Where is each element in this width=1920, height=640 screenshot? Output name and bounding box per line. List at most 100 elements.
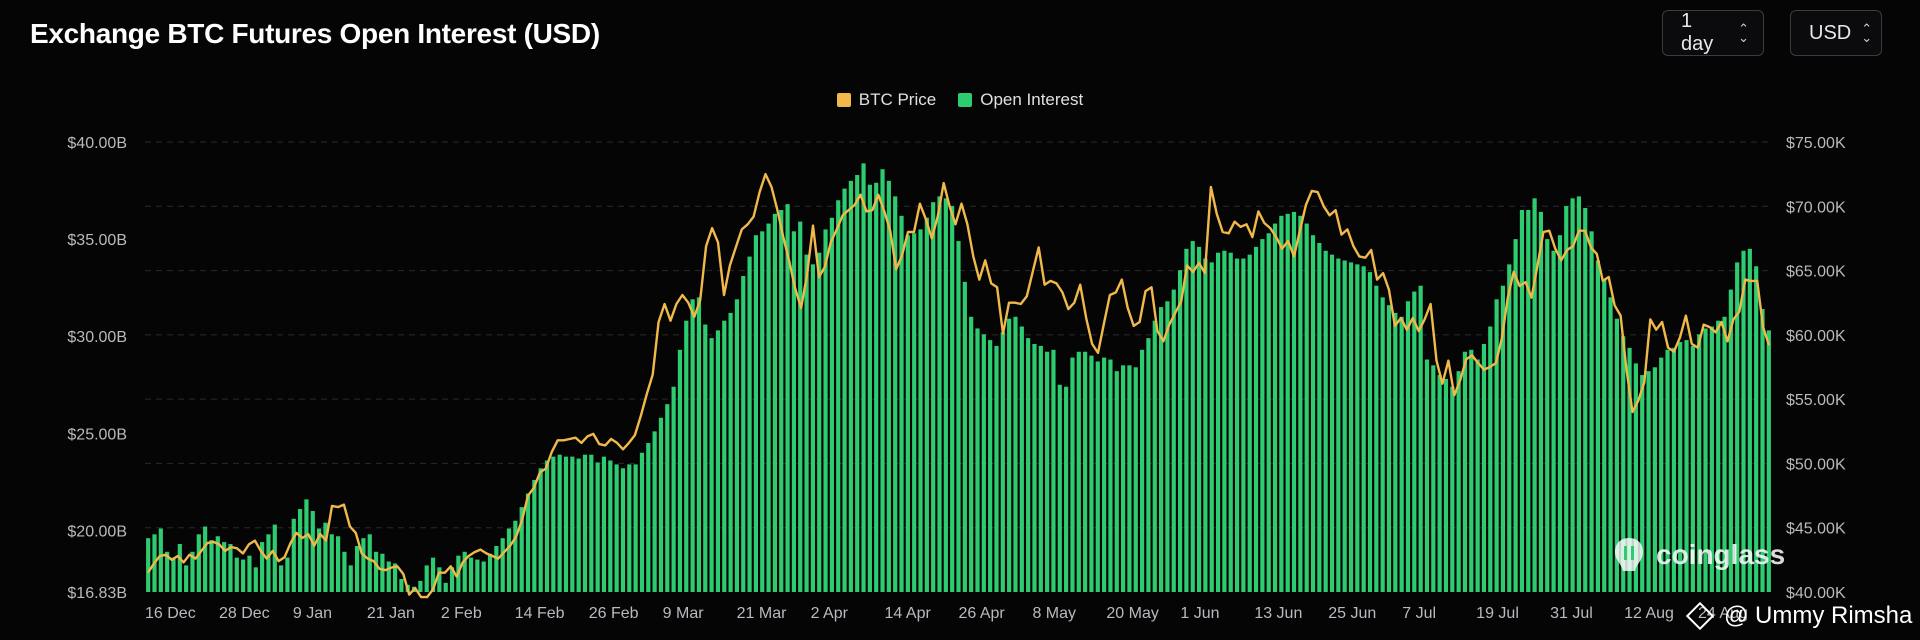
legend-label-btc-price: BTC Price — [858, 90, 937, 109]
open-interest-bar — [874, 182, 879, 592]
open-interest-bar — [1462, 351, 1468, 592]
open-interest-bar — [1602, 279, 1607, 592]
open-interest-bar — [1564, 206, 1569, 592]
open-interest-bar — [722, 320, 727, 592]
y-right-tick-label: $40.00K — [1786, 585, 1846, 602]
open-interest-bar — [1741, 250, 1746, 592]
y-right-tick-label: $50.00K — [1786, 456, 1846, 473]
open-interest-bar — [424, 565, 429, 592]
y-right-tick-label: $75.00K — [1786, 135, 1846, 152]
open-interest-bar — [931, 202, 936, 593]
unit-select[interactable]: USD ⌃ ⌄ — [1790, 10, 1882, 56]
open-interest-bar — [494, 545, 499, 592]
open-interest-bar — [1386, 305, 1392, 592]
legend-swatch-btc-price — [836, 93, 851, 107]
open-interest-bar — [1114, 371, 1119, 592]
range-select[interactable]: 1 day ⌃ ⌄ — [1662, 10, 1764, 56]
open-interest-bar — [798, 221, 803, 592]
open-interest-bar — [342, 551, 347, 592]
open-interest-bar — [703, 324, 708, 592]
open-interest-bar — [1450, 386, 1455, 592]
x-tick-label: 26 Apr — [959, 605, 1006, 622]
open-interest-bar — [1513, 239, 1518, 592]
open-interest-bar — [823, 229, 828, 592]
open-interest-bar — [1083, 351, 1088, 592]
open-interest-bar — [1076, 351, 1081, 592]
open-interest-bar — [443, 582, 448, 592]
open-interest-bar — [1583, 208, 1588, 592]
legend-item-open-interest[interactable]: Open Interest — [958, 90, 1083, 110]
updown-chevron-icon: ⌃ ⌄ — [1861, 21, 1873, 45]
open-interest-bar — [570, 456, 575, 592]
open-interest-bar — [1070, 357, 1075, 592]
x-tick-label: 2 Feb — [441, 605, 482, 622]
open-interest-bar — [1538, 211, 1544, 592]
open-interest-bar — [1437, 375, 1442, 592]
x-tick-label: 13 Jun — [1254, 605, 1302, 622]
updown-chevron-icon: ⌃ ⌄ — [1738, 21, 1749, 45]
y-right-tick-label: $65.00K — [1786, 264, 1846, 281]
open-interest-bar — [298, 509, 303, 592]
open-interest-bar — [855, 175, 860, 592]
open-interest-bar — [1038, 345, 1043, 592]
open-interest-bar — [1102, 357, 1107, 592]
x-tick-label: 1 Jun — [1180, 605, 1219, 622]
open-interest-bar — [924, 217, 929, 592]
x-tick-label: 9 Jan — [293, 605, 332, 622]
author-credit: @ Ummy Rimsha — [1685, 601, 1913, 631]
open-interest-bar — [1652, 367, 1657, 592]
open-interest-bar — [329, 534, 334, 592]
open-interest-bar — [475, 559, 480, 592]
open-interest-bar — [1165, 301, 1170, 592]
open-interest-bar — [544, 460, 550, 592]
legend-item-btc-price[interactable]: BTC Price — [836, 90, 937, 110]
legend-label-open-interest: Open Interest — [980, 90, 1084, 109]
open-interest-bar — [361, 538, 366, 592]
x-tick-label: 9 Mar — [663, 605, 705, 622]
open-interest-bar — [646, 443, 651, 592]
open-interest-bar — [1323, 250, 1328, 592]
open-interest-bar — [1355, 264, 1360, 592]
open-interest-bar — [392, 563, 398, 592]
open-interest-bar — [1576, 196, 1582, 592]
open-interest-bar — [747, 256, 752, 592]
open-interest-bar — [1007, 318, 1012, 592]
open-interest-bar — [1469, 349, 1474, 592]
open-interest-bar — [1431, 365, 1436, 592]
open-interest-bar — [1659, 357, 1664, 592]
open-interest-bar — [222, 542, 227, 592]
open-interest-bar — [1190, 241, 1195, 593]
open-interest-bar — [848, 180, 853, 593]
open-interest-bar — [1747, 248, 1752, 593]
author-credit-text: @ Ummy Rimsha — [1724, 602, 1913, 629]
open-interest-bar — [1298, 215, 1303, 592]
open-interest-bar — [253, 567, 258, 592]
open-interest-bar — [829, 217, 834, 592]
open-interest-bar — [671, 386, 676, 592]
open-interest-bar — [1329, 254, 1335, 592]
open-interest-bar — [1589, 231, 1594, 592]
open-interest-bar — [266, 534, 271, 592]
x-tick-label: 12 Aug — [1624, 605, 1674, 622]
open-interest-bar — [962, 281, 967, 592]
open-interest-bar — [1678, 342, 1683, 592]
x-tick-label: 20 May — [1106, 605, 1158, 622]
y-left-tick-label: $35.00B — [67, 232, 127, 249]
open-interest-bar — [1222, 250, 1227, 592]
open-interest-bar — [1336, 258, 1341, 592]
open-interest-bar — [785, 204, 790, 592]
open-interest-bar — [310, 511, 315, 592]
range-select-value: 1 day — [1681, 10, 1714, 55]
open-interest-bar — [1272, 223, 1278, 593]
open-interest-bar — [1443, 378, 1449, 592]
open-interest-bar — [1665, 349, 1670, 592]
open-interest-bar — [1393, 312, 1398, 592]
open-interest-bar — [1532, 198, 1537, 593]
open-interest-bar — [1633, 363, 1638, 592]
open-interest-bar — [215, 536, 220, 592]
y-left-tick-label: $20.00B — [67, 523, 127, 540]
chart-legend: BTC Price Open Interest — [0, 90, 1920, 110]
open-interest-bar — [1545, 239, 1550, 592]
open-interest-bar — [1367, 272, 1373, 592]
